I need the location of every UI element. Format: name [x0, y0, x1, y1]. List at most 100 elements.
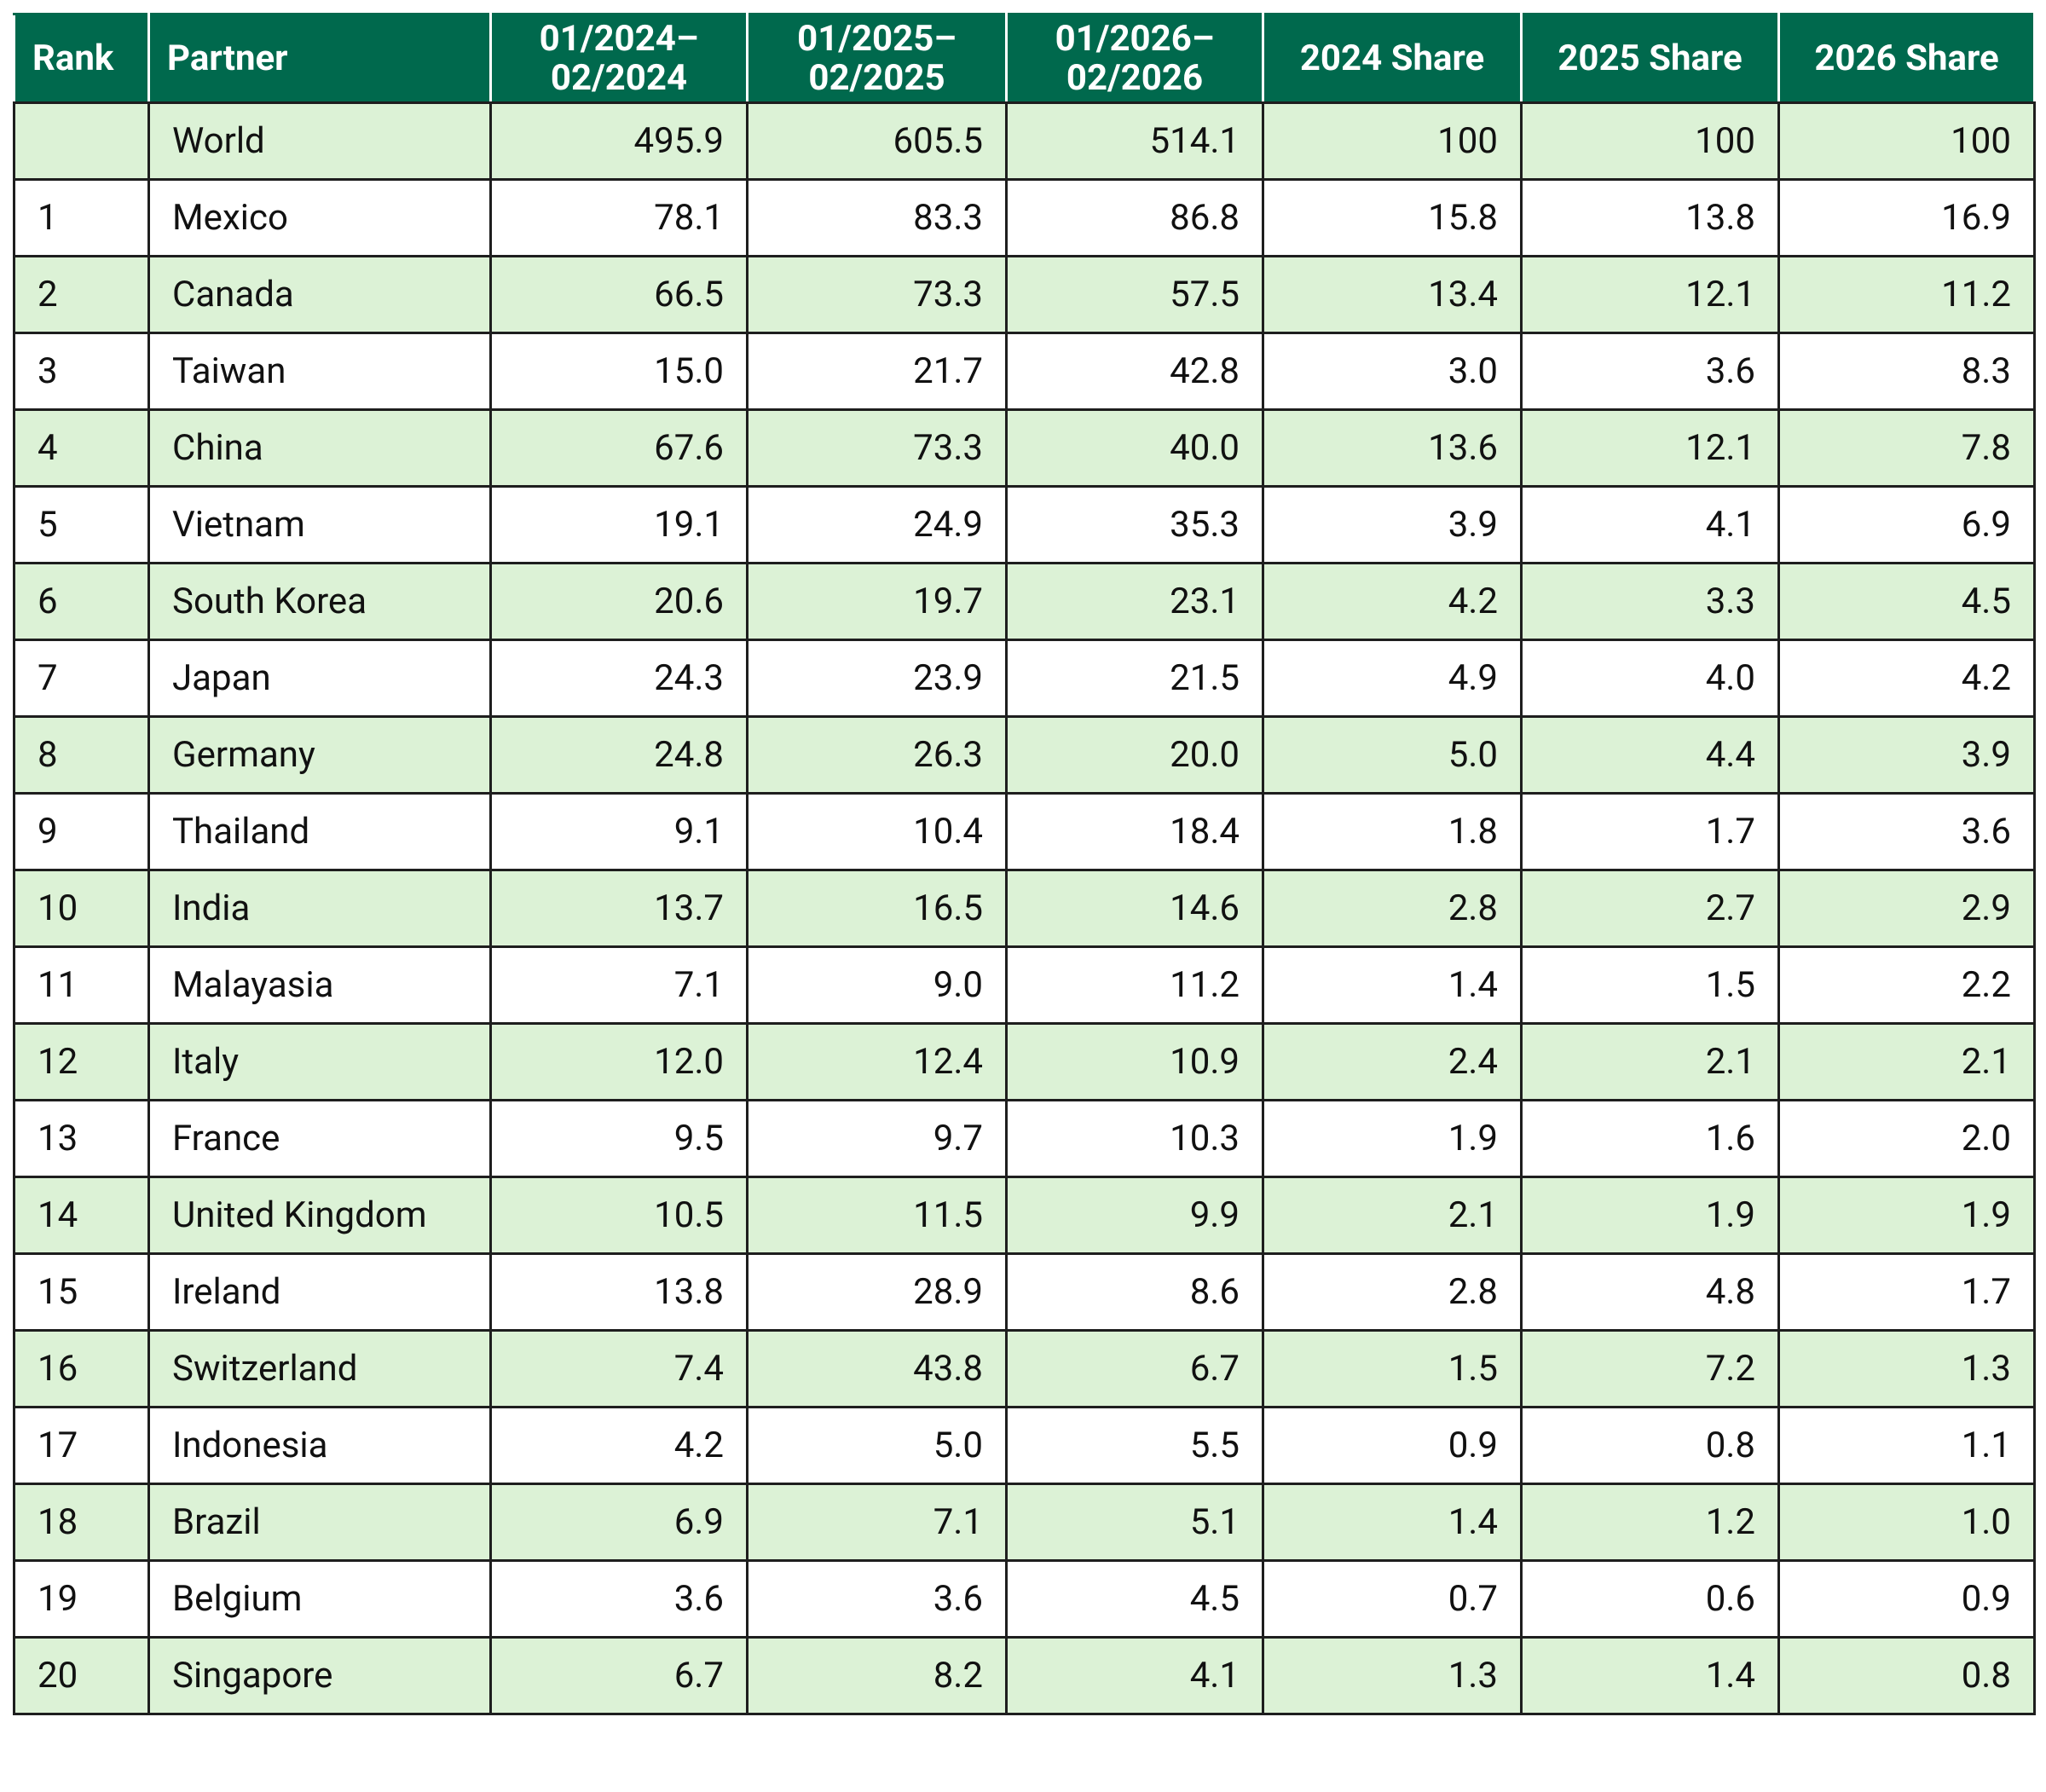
table-cell: World: [147, 101, 492, 181]
table-row: 18 Brazil 6.9 7.1 5.1 1.4 1.2 1.0: [13, 1483, 2036, 1562]
table-body: World 495.9 605.5 514.1 100 100 100 1 Mexico 78.1…: [13, 101, 2036, 1715]
table-cell: 4.9: [1262, 639, 1523, 718]
table-cell: 4.4: [1520, 715, 1780, 795]
table-cell: 6.9: [1777, 485, 2036, 564]
table-cell: 1.4: [1262, 945, 1523, 1025]
table-cell: 12.4: [746, 1022, 1008, 1101]
table-cell: [13, 101, 150, 181]
table-cell: 6.7: [489, 1636, 748, 1715]
table-cell: 15.8: [1262, 178, 1523, 257]
table-cell: 3.0: [1262, 332, 1523, 411]
table-cell: 23.9: [746, 639, 1008, 718]
table-row: 12 Italy 12.0 12.4 10.9 2.4 2.1 2.1: [13, 1022, 2036, 1101]
table-cell: Indonesia: [147, 1406, 492, 1485]
table-cell: 2.1: [1262, 1176, 1523, 1255]
table-row: 20 Singapore 6.7 8.2 4.1 1.3 1.4 0.8: [13, 1636, 2036, 1715]
table-cell: 1.0: [1777, 1483, 2036, 1562]
table-cell: 2.8: [1262, 1252, 1523, 1332]
table-cell: 19: [13, 1559, 150, 1639]
table-cell: 4.2: [489, 1406, 748, 1485]
table-cell: 6: [13, 562, 150, 641]
table-cell: 1.9: [1777, 1176, 2036, 1255]
table-cell: 40.0: [1005, 408, 1264, 488]
table-cell: 1.5: [1262, 1329, 1523, 1408]
table-cell: 5.5: [1005, 1406, 1264, 1485]
table-cell: China: [147, 408, 492, 488]
table-cell: 2.4: [1262, 1022, 1523, 1101]
table-cell: 13.7: [489, 869, 748, 948]
table-cell: 0.9: [1262, 1406, 1523, 1485]
table-cell: 3.9: [1262, 485, 1523, 564]
table-cell: Canada: [147, 255, 492, 334]
table-cell: 21.7: [746, 332, 1008, 411]
table-cell: 24.9: [746, 485, 1008, 564]
table-cell: 100: [1777, 101, 2036, 181]
table-cell: 5.0: [1262, 715, 1523, 795]
table-cell: 5.1: [1005, 1483, 1264, 1562]
table-cell: 19.7: [746, 562, 1008, 641]
table-cell: 11.2: [1005, 945, 1264, 1025]
table-cell: 18.4: [1005, 792, 1264, 871]
table-cell: 3.6: [1520, 332, 1780, 411]
table-cell: 57.5: [1005, 255, 1264, 334]
table-cell: Brazil: [147, 1483, 492, 1562]
table-cell: 16: [13, 1329, 150, 1408]
table-row: 7 Japan 24.3 23.9 21.5 4.9 4.0 4.2: [13, 639, 2036, 718]
table-container: Rank Partner 01/2024–02/2024 01/2025–02/202…: [13, 13, 2036, 1715]
table-cell: 12: [13, 1022, 150, 1101]
table-cell: 3.6: [746, 1559, 1008, 1639]
table-row: 15 Ireland 13.8 28.9 8.6 2.8 4.8 1.7: [13, 1252, 2036, 1332]
table-cell: 5.0: [746, 1406, 1008, 1485]
table-cell: 9: [13, 792, 150, 871]
header-cell: 2026 Share: [1777, 13, 2036, 104]
table-cell: Germany: [147, 715, 492, 795]
header-row: Rank Partner 01/2024–02/2024 01/2025–02/202…: [13, 13, 2036, 104]
table-cell: 17: [13, 1406, 150, 1485]
table-cell: Singapore: [147, 1636, 492, 1715]
table-row: 14 United Kingdom 10.5 11.5 9.9 2.1 1.9 1.9: [13, 1176, 2036, 1255]
table-row: 5 Vietnam 19.1 24.9 35.3 3.9 4.1 6.9: [13, 485, 2036, 564]
table-cell: Thailand: [147, 792, 492, 871]
table-cell: 4.1: [1005, 1636, 1264, 1715]
table-cell: 1.1: [1777, 1406, 2036, 1485]
table-row: 11 Malayasia 7.1 9.0 11.2 1.4 1.5 2.2: [13, 945, 2036, 1025]
table-cell: 13: [13, 1099, 150, 1178]
table-cell: 24.3: [489, 639, 748, 718]
table-cell: 495.9: [489, 101, 748, 181]
table-cell: 11: [13, 945, 150, 1025]
table-cell: 6.7: [1005, 1329, 1264, 1408]
table-cell: 8.6: [1005, 1252, 1264, 1332]
table-cell: 9.9: [1005, 1176, 1264, 1255]
table-cell: 4.8: [1520, 1252, 1780, 1332]
table-cell: 514.1: [1005, 101, 1264, 181]
table-cell: 7: [13, 639, 150, 718]
table-cell: 20.0: [1005, 715, 1264, 795]
table-cell: 16.5: [746, 869, 1008, 948]
table-cell: India: [147, 869, 492, 948]
table-cell: 11.5: [746, 1176, 1008, 1255]
table-cell: 0.7: [1262, 1559, 1523, 1639]
table-cell: 7.1: [489, 945, 748, 1025]
table-cell: 3: [13, 332, 150, 411]
table-cell: 10.9: [1005, 1022, 1264, 1101]
table-cell: 4.5: [1005, 1559, 1264, 1639]
table-cell: 2.9: [1777, 869, 2036, 948]
header-cell: 01/2025–02/2025: [746, 13, 1008, 104]
table-cell: Vietnam: [147, 485, 492, 564]
table-cell: 1.9: [1262, 1099, 1523, 1178]
table-cell: 4.5: [1777, 562, 2036, 641]
table-cell: 43.8: [746, 1329, 1008, 1408]
header-cell: 2024 Share: [1262, 13, 1523, 104]
table-cell: 7.1: [746, 1483, 1008, 1562]
table-cell: Ireland: [147, 1252, 492, 1332]
table-row: 13 France 9.5 9.7 10.3 1.9 1.6 2.0: [13, 1099, 2036, 1178]
table-cell: 10.5: [489, 1176, 748, 1255]
table-cell: 6.9: [489, 1483, 748, 1562]
table-cell: 15.0: [489, 332, 748, 411]
header-cell: 01/2026–02/2026: [1005, 13, 1264, 104]
table-cell: 0.9: [1777, 1559, 2036, 1639]
table-cell: 1.5: [1520, 945, 1780, 1025]
table-cell: 13.6: [1262, 408, 1523, 488]
table-cell: 20.6: [489, 562, 748, 641]
table-cell: 78.1: [489, 178, 748, 257]
